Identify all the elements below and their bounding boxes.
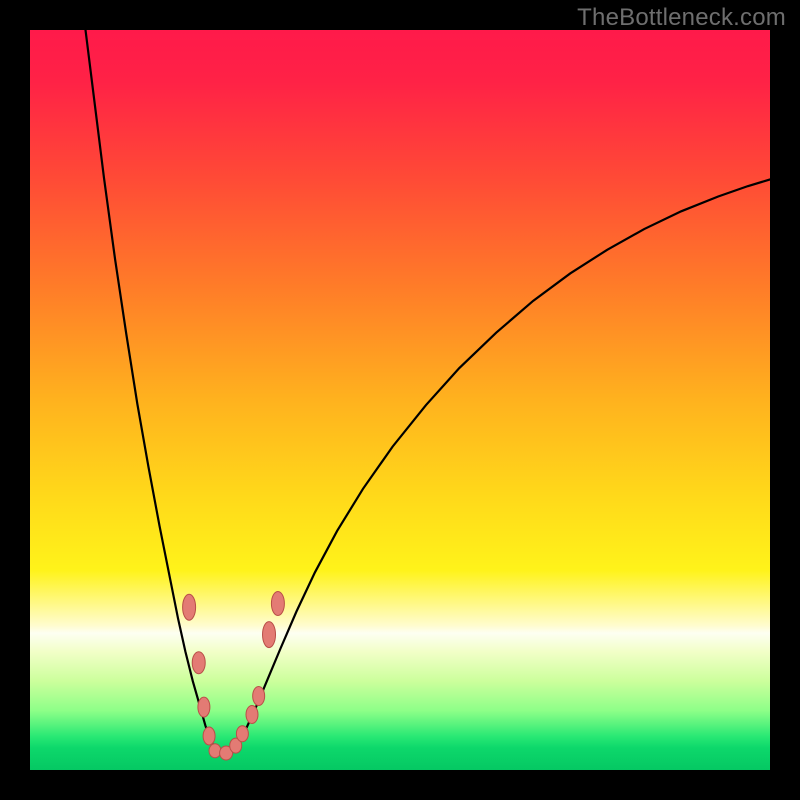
chart-stage: TheBottleneck.com bbox=[0, 0, 800, 800]
data-marker bbox=[183, 594, 196, 620]
data-marker bbox=[192, 652, 205, 674]
data-marker bbox=[209, 744, 221, 758]
plot-background bbox=[30, 30, 770, 770]
data-marker bbox=[246, 706, 258, 724]
data-marker bbox=[253, 687, 265, 706]
data-marker bbox=[271, 592, 284, 616]
data-marker bbox=[236, 726, 248, 742]
data-marker bbox=[198, 697, 210, 717]
bottleneck-chart bbox=[0, 0, 800, 800]
data-marker bbox=[203, 727, 215, 745]
data-marker bbox=[263, 622, 276, 648]
